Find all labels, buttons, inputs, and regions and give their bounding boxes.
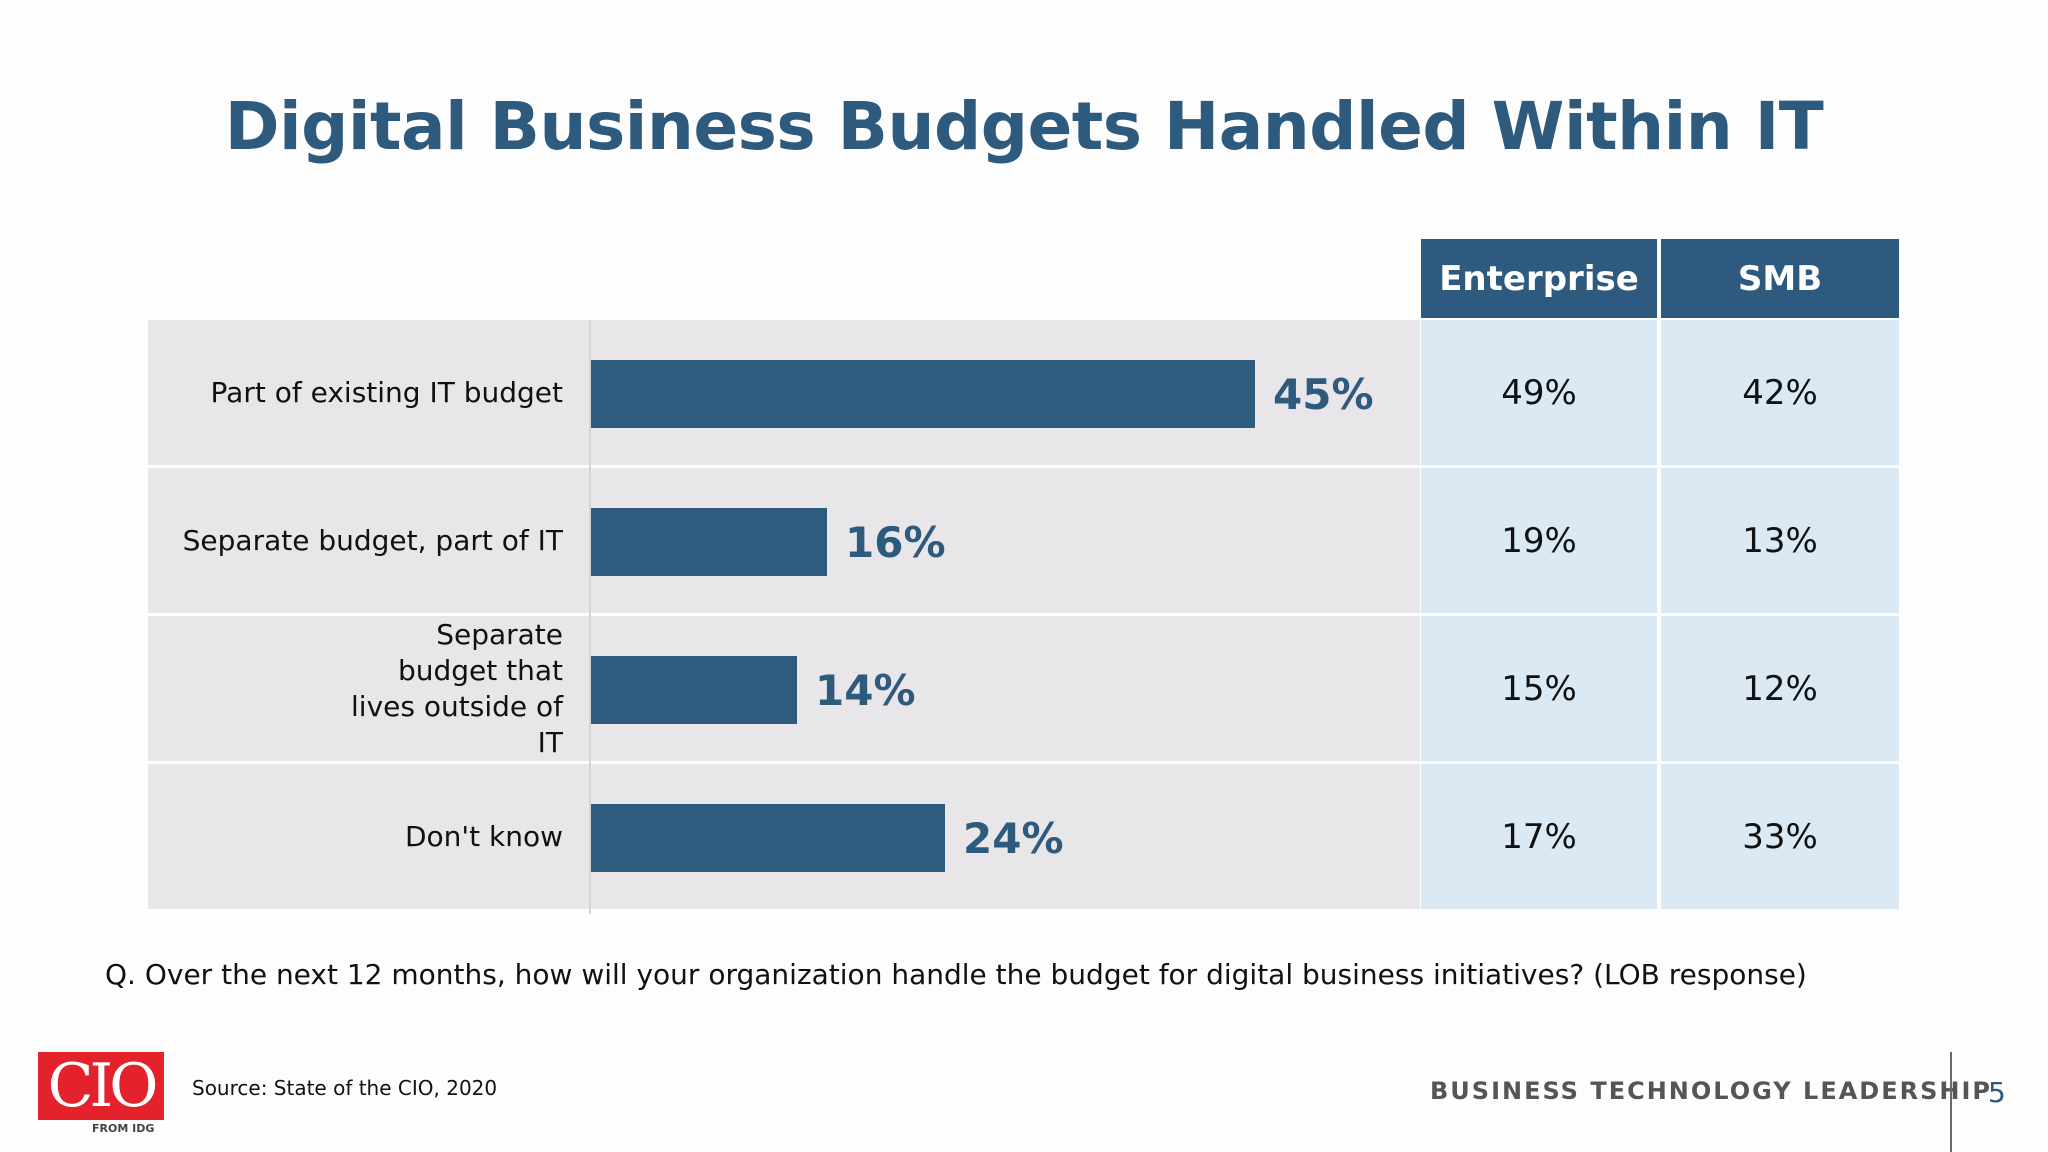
bar-value-label: 45% — [1273, 369, 1374, 419]
page-number: 5 — [1988, 1076, 2006, 1109]
category-label: Part of existing IT budget — [210, 375, 563, 409]
smb-value-cell: 42% — [1661, 320, 1899, 465]
enterprise-value-cell: 49% — [1421, 320, 1657, 465]
bar — [591, 804, 945, 872]
category-label: Separate budget, part of IT — [182, 523, 563, 557]
source-note: Source: State of the CIO, 2020 — [192, 1076, 498, 1100]
cio-logo: CIO — [38, 1052, 164, 1120]
survey-question: Q. Over the next 12 months, how will you… — [105, 958, 1807, 991]
bar-value-label: 16% — [845, 517, 946, 567]
enterprise-value-cell: 15% — [1421, 616, 1657, 761]
footer-tagline: BUSINESS TECHNOLOGY LEADERSHIP — [1430, 1077, 1992, 1105]
smb-value-cell: 12% — [1661, 616, 1899, 761]
column-header-smb: SMB — [1661, 239, 1899, 318]
bar — [591, 360, 1255, 428]
category-label: Don't know — [404, 819, 563, 853]
bar-value-label: 14% — [815, 665, 916, 715]
enterprise-value-cell: 19% — [1421, 468, 1657, 613]
bar-value-label: 24% — [963, 813, 1064, 863]
column-header-enterprise: Enterprise — [1421, 239, 1657, 318]
smb-value-cell: 33% — [1661, 764, 1899, 909]
category-axis-line — [589, 320, 591, 914]
slide-title: Digital Business Budgets Handled Within … — [224, 88, 1824, 165]
bar — [591, 656, 797, 724]
category-label: Separate budget that lives outside of IT — [351, 617, 563, 759]
cio-logo-subtext: FROM IDG — [92, 1122, 155, 1135]
footer-divider — [1950, 1052, 1952, 1152]
bar — [591, 508, 827, 576]
enterprise-value-cell: 17% — [1421, 764, 1657, 909]
smb-value-cell: 13% — [1661, 468, 1899, 613]
